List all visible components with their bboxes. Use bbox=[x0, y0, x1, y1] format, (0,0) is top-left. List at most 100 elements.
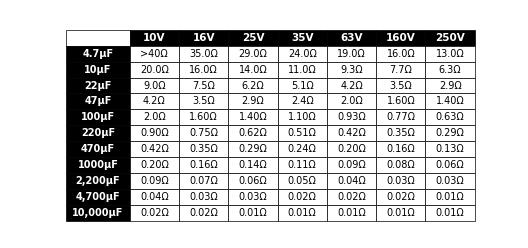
Bar bbox=[278, 141, 327, 157]
Text: 1.40Ω: 1.40Ω bbox=[239, 112, 267, 122]
Text: 0.06Ω: 0.06Ω bbox=[239, 176, 267, 186]
Bar bbox=[130, 30, 179, 46]
Bar bbox=[228, 109, 278, 125]
Text: 35V: 35V bbox=[291, 33, 314, 43]
Bar bbox=[327, 30, 376, 46]
Text: 0.29Ω: 0.29Ω bbox=[436, 128, 465, 138]
Bar bbox=[228, 157, 278, 173]
Bar bbox=[130, 46, 179, 62]
Bar bbox=[228, 93, 278, 109]
Text: 0.09Ω: 0.09Ω bbox=[337, 160, 366, 170]
Text: 0.63Ω: 0.63Ω bbox=[436, 112, 465, 122]
Text: 0.62Ω: 0.62Ω bbox=[239, 128, 267, 138]
Text: 1.60Ω: 1.60Ω bbox=[189, 112, 218, 122]
Text: 250V: 250V bbox=[435, 33, 465, 43]
Text: 0.02Ω: 0.02Ω bbox=[337, 192, 366, 202]
Text: 2.9Ω: 2.9Ω bbox=[242, 96, 265, 106]
Bar bbox=[278, 173, 327, 189]
Bar bbox=[426, 93, 475, 109]
Bar bbox=[179, 141, 228, 157]
Bar bbox=[228, 30, 278, 46]
Text: 0.42Ω: 0.42Ω bbox=[140, 144, 169, 154]
Text: 0.03Ω: 0.03Ω bbox=[436, 176, 465, 186]
Text: 9.0Ω: 9.0Ω bbox=[143, 81, 166, 91]
Bar bbox=[426, 141, 475, 157]
Text: 6.2Ω: 6.2Ω bbox=[242, 81, 265, 91]
Text: 470μF: 470μF bbox=[81, 144, 115, 154]
Bar bbox=[327, 78, 376, 93]
Bar bbox=[376, 30, 426, 46]
Bar bbox=[130, 173, 179, 189]
Bar bbox=[179, 30, 228, 46]
Bar bbox=[376, 141, 426, 157]
Bar bbox=[426, 173, 475, 189]
Bar bbox=[179, 157, 228, 173]
Text: 1.60Ω: 1.60Ω bbox=[386, 96, 415, 106]
Text: 0.13Ω: 0.13Ω bbox=[436, 144, 465, 154]
Bar bbox=[67, 189, 130, 205]
Bar bbox=[426, 46, 475, 62]
Bar bbox=[376, 125, 426, 141]
Text: 10μF: 10μF bbox=[84, 65, 112, 75]
Bar bbox=[278, 157, 327, 173]
Bar bbox=[130, 189, 179, 205]
Text: 16V: 16V bbox=[192, 33, 215, 43]
Bar bbox=[278, 93, 327, 109]
Text: 24.0Ω: 24.0Ω bbox=[288, 49, 317, 59]
Text: 0.51Ω: 0.51Ω bbox=[288, 128, 317, 138]
Text: 0.93Ω: 0.93Ω bbox=[337, 112, 366, 122]
Bar bbox=[179, 125, 228, 141]
Bar bbox=[130, 157, 179, 173]
Bar bbox=[179, 173, 228, 189]
Bar bbox=[278, 205, 327, 220]
Text: 0.03Ω: 0.03Ω bbox=[386, 176, 415, 186]
Text: 19.0Ω: 19.0Ω bbox=[337, 49, 366, 59]
Text: 0.06Ω: 0.06Ω bbox=[436, 160, 465, 170]
Text: 0.35Ω: 0.35Ω bbox=[189, 144, 218, 154]
Bar bbox=[179, 189, 228, 205]
Text: 3.5Ω: 3.5Ω bbox=[192, 96, 215, 106]
Bar bbox=[130, 62, 179, 78]
Bar bbox=[426, 78, 475, 93]
Bar bbox=[327, 157, 376, 173]
Text: 1.10Ω: 1.10Ω bbox=[288, 112, 317, 122]
Text: 0.77Ω: 0.77Ω bbox=[386, 112, 416, 122]
Bar bbox=[67, 46, 130, 62]
Text: 22μF: 22μF bbox=[84, 81, 112, 91]
Text: 0.01Ω: 0.01Ω bbox=[436, 208, 465, 217]
Bar bbox=[278, 125, 327, 141]
Bar bbox=[327, 141, 376, 157]
Text: 2.0Ω: 2.0Ω bbox=[143, 112, 166, 122]
Text: 0.08Ω: 0.08Ω bbox=[386, 160, 415, 170]
Bar bbox=[327, 93, 376, 109]
Text: 29.0Ω: 29.0Ω bbox=[239, 49, 267, 59]
Text: 6.3Ω: 6.3Ω bbox=[439, 65, 461, 75]
Bar bbox=[228, 141, 278, 157]
Bar bbox=[426, 189, 475, 205]
Text: 63V: 63V bbox=[341, 33, 363, 43]
Bar bbox=[376, 157, 426, 173]
Bar bbox=[278, 62, 327, 78]
Bar bbox=[179, 62, 228, 78]
Text: 2.9Ω: 2.9Ω bbox=[439, 81, 461, 91]
Text: 0.90Ω: 0.90Ω bbox=[140, 128, 169, 138]
Bar bbox=[376, 205, 426, 220]
Bar bbox=[426, 109, 475, 125]
Text: >40Ω: >40Ω bbox=[140, 49, 168, 59]
Bar bbox=[278, 78, 327, 93]
Text: 4,700μF: 4,700μF bbox=[76, 192, 120, 202]
Text: 16.0Ω: 16.0Ω bbox=[189, 65, 218, 75]
Bar bbox=[228, 125, 278, 141]
Text: 0.02Ω: 0.02Ω bbox=[386, 192, 416, 202]
Text: 20.0Ω: 20.0Ω bbox=[140, 65, 169, 75]
Text: 4.7μF: 4.7μF bbox=[82, 49, 114, 59]
Text: 0.07Ω: 0.07Ω bbox=[189, 176, 218, 186]
Text: 2.4Ω: 2.4Ω bbox=[291, 96, 314, 106]
Text: 9.3Ω: 9.3Ω bbox=[340, 65, 363, 75]
Bar bbox=[376, 173, 426, 189]
Text: 1.40Ω: 1.40Ω bbox=[436, 96, 465, 106]
Text: 0.24Ω: 0.24Ω bbox=[288, 144, 317, 154]
Text: 160V: 160V bbox=[386, 33, 416, 43]
Bar bbox=[327, 62, 376, 78]
Bar bbox=[67, 141, 130, 157]
